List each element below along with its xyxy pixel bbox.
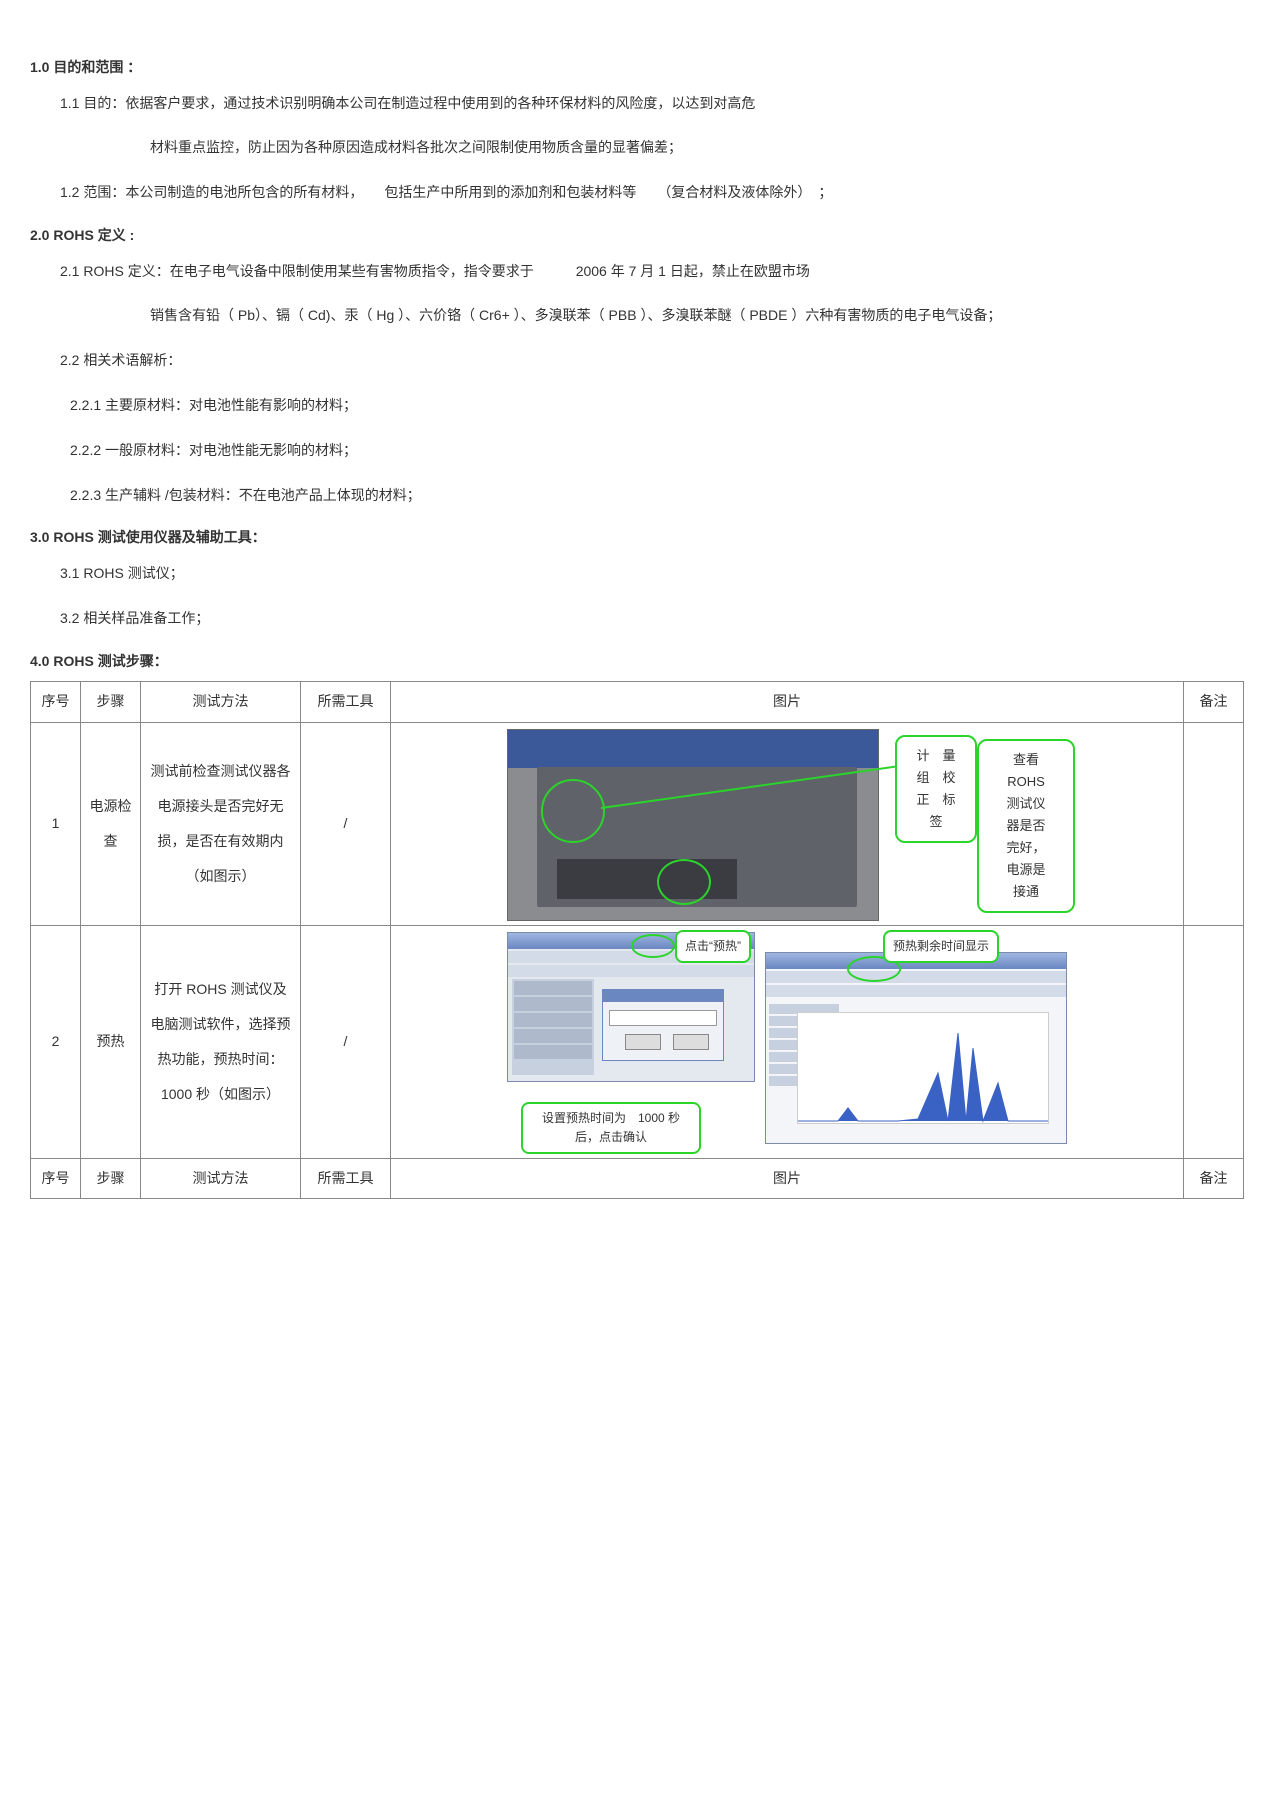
table-row: 2 预热 打开 ROHS 测试仪及电脑测试软件，选择预热功能，预热时间：1000… [31,925,1244,1158]
dialog-ok-button[interactable] [625,1034,661,1050]
figure-1-label-1: 计 量 组 校 正 标 签 [895,735,977,843]
th-tool: 所需工具 [301,1158,391,1199]
callout-circle-icon [657,859,711,905]
section-1-heading: 1.0 目的和范围 ： [30,58,1244,78]
th-tool: 所需工具 [301,682,391,723]
cell-step: 预热 [81,925,141,1158]
spectrum-chart [797,1012,1049,1124]
para-3-1: 3.1 ROHS 测试仪； [60,558,1244,589]
figure-1-label-2: 查看 ROHS 测试仪 器是否 完好， 电源是 接通 [977,739,1075,914]
cell-tool: / [301,925,391,1158]
th-method: 测试方法 [141,1158,301,1199]
cell-num: 1 [31,722,81,925]
th-step: 步骤 [81,1158,141,1199]
para-2-2: 2.2 相关术语解析： [60,345,1244,376]
th-num: 序号 [31,1158,81,1199]
window-toolbar [766,971,1066,983]
th-num: 序号 [31,682,81,723]
para-1-1b: 材料重点监控，防止因为各种原因造成材料各批次之间限制使用物质含量的显著偏差； [150,132,1244,163]
cell-step: 电源检查 [81,722,141,925]
para-2-2-3: 2.2.3 生产辅料 /包装材料：不在电池产品上体现的材料； [70,480,1244,511]
callout-circle-icon [631,934,675,958]
window-toolbar [766,985,1066,997]
preheat-dialog [602,989,724,1061]
th-method: 测试方法 [141,682,301,723]
cell-note [1184,722,1244,925]
para-2-1b: 销售含有铅（ Pb）、镉（ Cd)、汞（ Hg ）、六价铬（ Cr6+ ）、多溴… [150,300,1244,331]
table-header-row: 序号 步骤 测试方法 所需工具 图片 备注 [31,1158,1244,1199]
para-3-2: 3.2 相关样品准备工作； [60,603,1244,634]
callout-circle-icon [541,779,605,843]
th-image: 图片 [391,1158,1184,1199]
chart-svg [798,1013,1048,1123]
th-image: 图片 [391,682,1184,723]
cell-image: 计 量 组 校 正 标 签 查看 ROHS 测试仪 器是否 完好， 电源是 接通 [391,722,1184,925]
section-2-heading: 2.0 ROHS 定义 : [30,226,1244,246]
figure-2-label-2: 预热剩余时间显示 [883,930,999,963]
th-step: 步骤 [81,682,141,723]
figure-2: 点击“预热” 预热剩余时间显示 设置预热时间为 1000 秒后，点击确认 [507,932,1067,1152]
section-3-heading: 3.0 ROHS 测试使用仪器及辅助工具： [30,528,1244,548]
figure-2-label-1: 点击“预热” [675,930,751,963]
para-2-1: 2.1 ROHS 定义：在电子电气设备中限制使用某些有害物质指令，指令要求于 2… [60,256,1244,287]
preheat-time-input[interactable] [609,1010,717,1026]
cell-method: 打开 ROHS 测试仪及电脑测试软件，选择预热功能，预热时间：1000 秒（如图… [141,925,301,1158]
para-1-2: 1.2 范围：本公司制造的电池所包含的所有材料， 包括生产中所用到的添加剂和包装… [60,177,1244,208]
para-2-2-2: 2.2.2 一般原材料：对电池性能无影响的材料； [70,435,1244,466]
window-sidebar [512,979,594,1075]
th-note: 备注 [1184,682,1244,723]
cell-num: 2 [31,925,81,1158]
cell-method: 测试前检查测试仪器各电源接头是否完好无损，是否在有效期内（如图示） [141,722,301,925]
table-header-row: 序号 步骤 测试方法 所需工具 图片 备注 [31,682,1244,723]
figure-1: 计 量 组 校 正 标 签 查看 ROHS 测试仪 器是否 完好， 电源是 接通 [507,729,1067,919]
dialog-titlebar [603,990,723,1002]
section-4-heading: 4.0 ROHS 测试步骤： [30,652,1244,672]
cell-image: 点击“预热” 预热剩余时间显示 设置预热时间为 1000 秒后，点击确认 [391,925,1184,1158]
th-note: 备注 [1184,1158,1244,1199]
table-row: 1 电源检查 测试前检查测试仪器各电源接头是否完好无损，是否在有效期内（如图示）… [31,722,1244,925]
dialog-cancel-button[interactable] [673,1034,709,1050]
para-1-1: 1.1 目的：依据客户要求，通过技术识别明确本公司在制造过程中使用到的各种环保材… [60,88,1244,119]
window-toolbar [508,965,754,977]
figure-2-label-3: 设置预热时间为 1000 秒后，点击确认 [521,1102,701,1154]
cell-note [1184,925,1244,1158]
steps-table: 序号 步骤 测试方法 所需工具 图片 备注 1 电源检查 测试前检查测试仪器各电… [30,681,1244,1199]
cell-tool: / [301,722,391,925]
para-2-2-1: 2.2.1 主要原材料：对电池性能有影响的材料； [70,390,1244,421]
